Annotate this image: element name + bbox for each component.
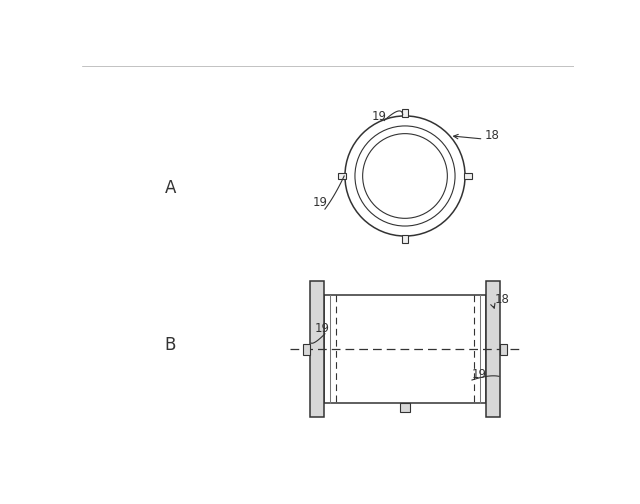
Text: A: A [164,178,176,197]
Bar [324,295,486,403]
Text: B: B [164,336,176,354]
Text: 18: 18 [494,293,509,306]
Polygon shape [338,172,346,179]
Text: 19: 19 [312,197,328,210]
Polygon shape [401,235,408,243]
Polygon shape [464,172,472,179]
Text: 18: 18 [484,129,499,142]
Text: 19: 19 [472,368,487,381]
Bar [303,344,310,355]
Polygon shape [401,109,408,117]
Text: 19: 19 [372,110,387,123]
Text: 19: 19 [315,322,330,335]
Bar [401,403,410,412]
Bar [486,281,500,417]
Bar [310,281,324,417]
Bar [500,344,508,355]
